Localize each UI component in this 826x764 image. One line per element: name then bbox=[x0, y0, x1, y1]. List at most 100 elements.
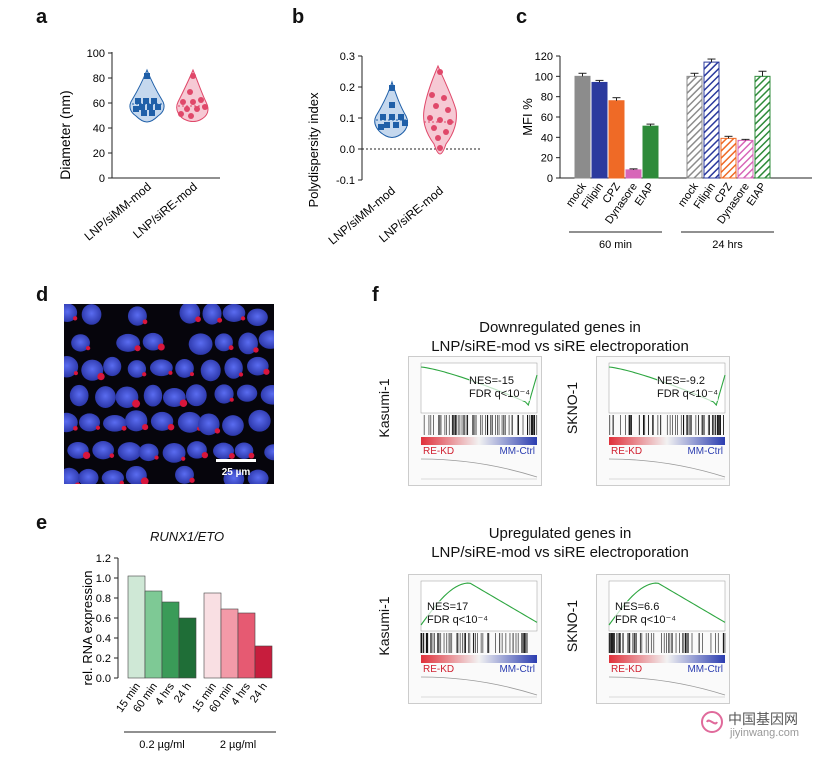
panel-label-a: a bbox=[36, 6, 48, 28]
panel-a-points-re bbox=[178, 73, 208, 119]
red-signal bbox=[248, 452, 255, 459]
cell-nucleus bbox=[238, 332, 258, 355]
red-signal bbox=[214, 428, 221, 434]
gsea-cell-line-label: Kasumi-1 bbox=[376, 596, 392, 656]
gsea-stats: NES=-15 FDR q<10⁻⁴ bbox=[469, 375, 530, 401]
red-signal bbox=[217, 317, 223, 323]
gsea-es-curve bbox=[608, 582, 726, 626]
panel-e-ticklabel: 1.0 bbox=[96, 573, 111, 585]
panel-e-bar bbox=[254, 645, 273, 679]
panel-e-category-label: 4 hrs bbox=[229, 680, 253, 707]
panel-c-ticklabel: 80 bbox=[541, 92, 553, 104]
panel-b-ticklabel: 0.3 bbox=[340, 51, 355, 63]
cell-nucleus bbox=[103, 356, 122, 377]
red-signal bbox=[229, 397, 234, 402]
cell-nucleus bbox=[69, 384, 89, 407]
panel-a-ylabel: Diameter (nm) bbox=[57, 90, 73, 179]
gsea-rank-bar bbox=[609, 655, 725, 663]
gsea-left-label: RE-KD bbox=[611, 446, 642, 457]
cell-nucleus bbox=[150, 411, 174, 431]
panel-b-ticklabel: 0.1 bbox=[340, 113, 355, 125]
cell-nucleus bbox=[222, 415, 244, 436]
panel-b-ticklabel: 0.2 bbox=[340, 82, 355, 94]
cell-nucleus bbox=[198, 413, 220, 436]
red-signal bbox=[189, 477, 195, 483]
cell-nucleus bbox=[247, 469, 269, 484]
red-signal bbox=[167, 423, 175, 431]
red-signal bbox=[97, 372, 105, 381]
red-signal bbox=[75, 482, 81, 484]
cell-nucleus bbox=[92, 441, 114, 460]
red-signal bbox=[95, 425, 101, 430]
gsea-right-label: MM-Ctrl bbox=[687, 446, 723, 457]
panel-c-bar bbox=[642, 125, 659, 179]
panel-a-violin-chart: Diameter (nm) 0 20 40 60 80 100 LNP/siMM… bbox=[57, 48, 220, 243]
cell-nucleus bbox=[138, 443, 159, 462]
gsea-nes: NES=-15 bbox=[469, 375, 514, 387]
red-signal bbox=[201, 451, 209, 459]
panel-a-ticklabel: 20 bbox=[93, 148, 105, 160]
red-signal bbox=[157, 343, 165, 351]
gsea-cell-line-label: Kasumi-1 bbox=[376, 378, 392, 438]
panel-a-ytick-60: 60 bbox=[93, 98, 112, 110]
panel-e-ticklabel: 0.6 bbox=[96, 613, 111, 625]
cell-nucleus bbox=[223, 469, 245, 484]
red-signal bbox=[142, 424, 149, 431]
panel-a-ticklabel: 100 bbox=[87, 48, 105, 60]
panel-e-category-label: 24 h bbox=[248, 681, 270, 705]
gsea-fdr: FDR q<10⁻⁴ bbox=[615, 614, 676, 626]
red-signal bbox=[240, 316, 246, 321]
gsea-cell-line-label: SKNO-1 bbox=[564, 381, 580, 435]
cell-nucleus bbox=[202, 304, 222, 325]
gsea-plot-svg: RE-KD MM-Ctrl bbox=[420, 580, 538, 698]
panel-c-bar bbox=[686, 75, 703, 179]
gsea-fdr: FDR q<10⁻⁴ bbox=[427, 614, 488, 626]
cell-nucleus bbox=[175, 465, 194, 484]
cell-nucleus bbox=[248, 409, 271, 432]
panel-b-ticklabel: 0.0 bbox=[340, 144, 355, 156]
cell-nucleus bbox=[150, 359, 173, 377]
panel-b-points-re bbox=[427, 69, 453, 151]
panel-c-bar bbox=[625, 169, 642, 179]
panel-c-bar bbox=[574, 75, 591, 179]
panel-a-ticklabel: 40 bbox=[93, 123, 105, 135]
gsea-rank-bar bbox=[609, 437, 725, 445]
panel-e-ticklabel: 0.0 bbox=[96, 673, 111, 685]
cell-nucleus bbox=[213, 442, 234, 460]
red-signal bbox=[119, 480, 125, 484]
panel-c-group-label: 60 min bbox=[599, 239, 632, 251]
gsea-plot-3: RE-KD MM-Ctrl NES=17 FDR q<10⁻⁴ bbox=[408, 574, 542, 704]
red-signal bbox=[253, 347, 259, 353]
panel-b-points-mm bbox=[378, 85, 408, 130]
panel-e-group-label: 2 µg/ml bbox=[220, 739, 256, 751]
panel-f-title-up: Upregulated genes in LNP/siRE-mod vs siR… bbox=[431, 525, 689, 561]
cell-nucleus bbox=[125, 410, 148, 432]
panel-c-bar bbox=[737, 139, 754, 179]
red-signal bbox=[179, 399, 188, 407]
panel-label-e: e bbox=[36, 512, 48, 534]
panel-e-ticklabel: 0.8 bbox=[96, 593, 111, 605]
cell-nucleus bbox=[247, 356, 269, 376]
gsea-fdr: FDR q<10⁻⁴ bbox=[469, 388, 530, 400]
cell-nucleus bbox=[260, 385, 274, 405]
panel-e-bar bbox=[220, 608, 239, 679]
cell-nucleus bbox=[95, 386, 116, 408]
panel-c-ticklabel: 40 bbox=[541, 132, 553, 144]
panel-e-bar bbox=[161, 601, 180, 679]
red-signal bbox=[109, 453, 115, 458]
cell-nucleus bbox=[214, 333, 233, 352]
panel-c-ticklabel: 100 bbox=[535, 71, 553, 83]
gsea-fdr: FDR q<10⁻⁴ bbox=[657, 388, 718, 400]
panel-a-ytick-100: 100 bbox=[87, 48, 112, 60]
panel-label-c: c bbox=[516, 6, 528, 28]
watermark-url: jiyinwang.com bbox=[730, 727, 800, 739]
panel-e-ticklabel: 1.2 bbox=[96, 553, 111, 565]
panel-b-ticklabel: -0.1 bbox=[336, 175, 355, 187]
cell-nucleus bbox=[175, 358, 194, 378]
panel-a-ticklabel: 80 bbox=[93, 73, 105, 85]
red-signal bbox=[195, 316, 201, 323]
panel-c-category-label: EIAP bbox=[633, 181, 657, 208]
cell-nucleus bbox=[71, 334, 90, 352]
